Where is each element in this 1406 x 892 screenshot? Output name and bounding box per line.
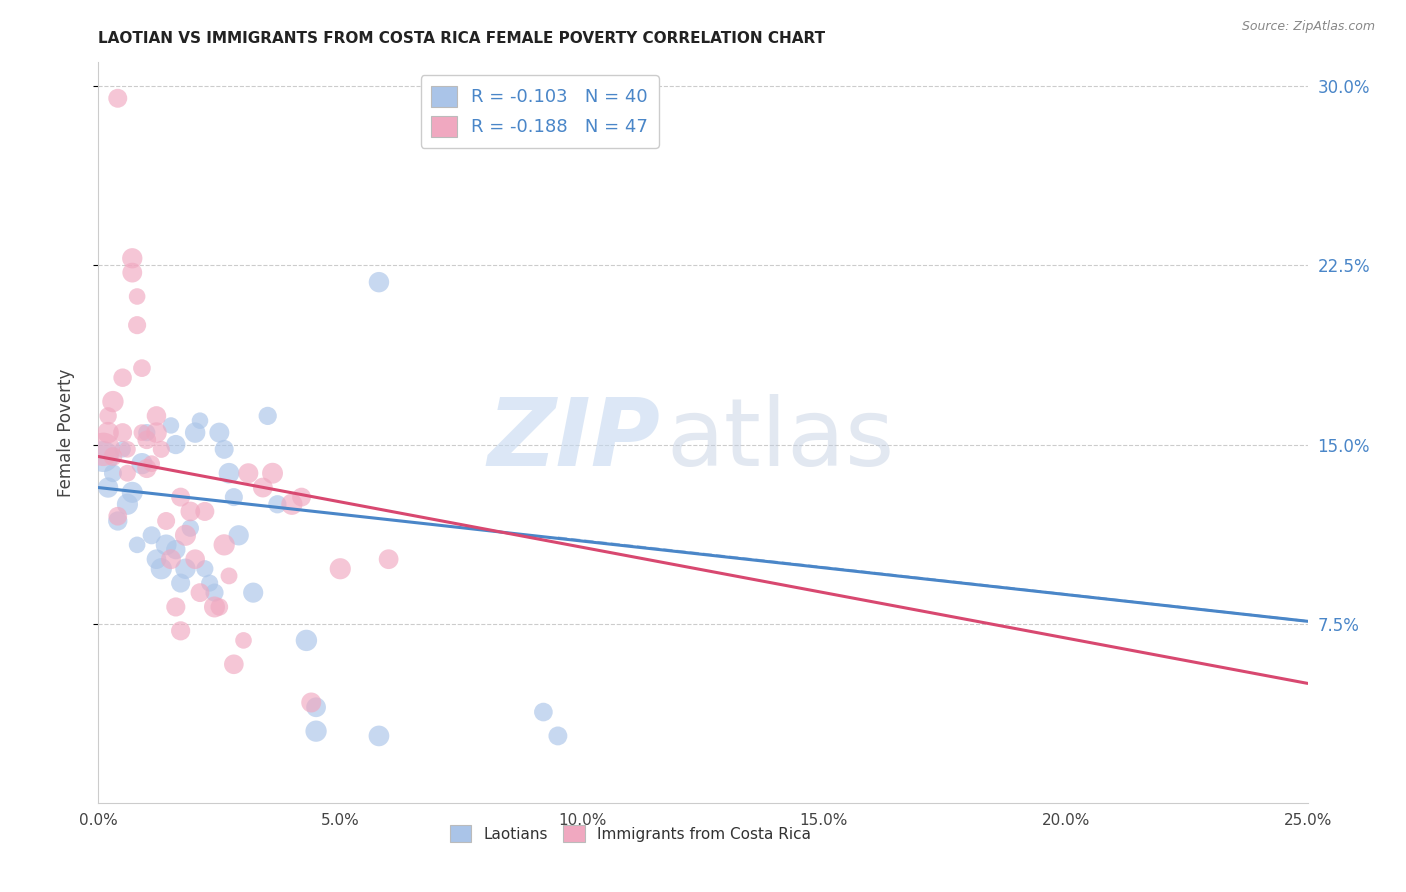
Point	[377, 552, 399, 566]
Y-axis label: Female Poverty: Female Poverty	[56, 368, 75, 497]
Point	[155, 514, 177, 528]
Point	[121, 266, 143, 280]
Point	[208, 425, 231, 440]
Point	[135, 425, 157, 440]
Point	[329, 562, 352, 576]
Point	[188, 585, 211, 599]
Point	[188, 414, 211, 428]
Point	[160, 418, 183, 433]
Point	[117, 442, 139, 457]
Point	[208, 599, 231, 614]
Point	[165, 599, 187, 614]
Point	[121, 485, 143, 500]
Point	[232, 633, 254, 648]
Point	[218, 467, 240, 481]
Point	[305, 724, 328, 739]
Point	[212, 442, 235, 457]
Point	[179, 521, 201, 535]
Point	[101, 467, 124, 481]
Point	[547, 729, 569, 743]
Point	[194, 504, 217, 518]
Point	[165, 542, 187, 557]
Point	[204, 599, 226, 614]
Point	[131, 425, 153, 440]
Point	[91, 450, 114, 464]
Point	[97, 409, 120, 423]
Point	[198, 576, 221, 591]
Point	[266, 497, 288, 511]
Point	[165, 437, 187, 451]
Point	[107, 91, 129, 105]
Point	[174, 562, 197, 576]
Point	[145, 425, 167, 440]
Point	[117, 497, 139, 511]
Point	[101, 450, 124, 464]
Point	[111, 442, 134, 457]
Point	[212, 538, 235, 552]
Point	[145, 409, 167, 423]
Point	[305, 700, 328, 714]
Point	[111, 370, 134, 384]
Point	[368, 729, 391, 743]
Point	[174, 528, 197, 542]
Text: LAOTIAN VS IMMIGRANTS FROM COSTA RICA FEMALE POVERTY CORRELATION CHART: LAOTIAN VS IMMIGRANTS FROM COSTA RICA FE…	[98, 31, 825, 46]
Point	[531, 705, 554, 719]
Point	[91, 442, 114, 457]
Point	[145, 552, 167, 566]
Point	[256, 409, 278, 423]
Point	[281, 497, 304, 511]
Point	[127, 289, 149, 303]
Point	[135, 433, 157, 447]
Point	[179, 504, 201, 518]
Point	[228, 528, 250, 542]
Point	[97, 481, 120, 495]
Point	[290, 490, 312, 504]
Point	[131, 457, 153, 471]
Point	[169, 576, 191, 591]
Point	[238, 467, 260, 481]
Point	[368, 275, 391, 289]
Point	[194, 562, 217, 576]
Point	[111, 425, 134, 440]
Point	[184, 425, 207, 440]
Point	[107, 509, 129, 524]
Point	[299, 696, 322, 710]
Point	[150, 442, 173, 457]
Point	[131, 361, 153, 376]
Point	[150, 562, 173, 576]
Point	[169, 624, 191, 638]
Point	[222, 490, 245, 504]
Point	[218, 569, 240, 583]
Point	[160, 552, 183, 566]
Point	[222, 657, 245, 672]
Point	[121, 252, 143, 266]
Point	[117, 467, 139, 481]
Point	[127, 538, 149, 552]
Point	[101, 394, 124, 409]
Point	[97, 425, 120, 440]
Point	[169, 490, 191, 504]
Point	[262, 467, 284, 481]
Text: atlas: atlas	[666, 394, 896, 486]
Text: ZIP: ZIP	[488, 394, 661, 486]
Point	[141, 528, 163, 542]
Point	[184, 552, 207, 566]
Point	[107, 514, 129, 528]
Point	[204, 585, 226, 599]
Point	[155, 538, 177, 552]
Text: Source: ZipAtlas.com: Source: ZipAtlas.com	[1241, 20, 1375, 33]
Legend: Laotians, Immigrants from Costa Rica: Laotians, Immigrants from Costa Rica	[444, 819, 817, 848]
Point	[135, 461, 157, 475]
Point	[252, 481, 274, 495]
Point	[141, 457, 163, 471]
Point	[295, 633, 318, 648]
Point	[127, 318, 149, 333]
Point	[242, 585, 264, 599]
